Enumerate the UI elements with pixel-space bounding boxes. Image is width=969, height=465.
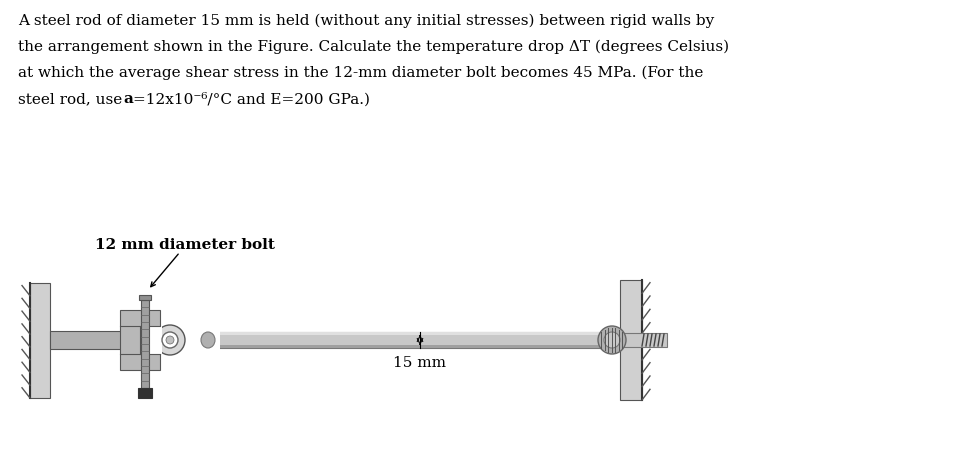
Text: 12 mm diameter bolt: 12 mm diameter bolt: [95, 238, 274, 252]
Bar: [120, 310, 160, 370]
Text: =12x10⁻⁶/°C and E=200 GPa.): =12x10⁻⁶/°C and E=200 GPa.): [133, 92, 369, 106]
Bar: [619, 280, 641, 400]
Bar: [204, 332, 614, 335]
Bar: [204, 345, 614, 348]
Ellipse shape: [202, 332, 218, 348]
Circle shape: [162, 332, 178, 348]
Bar: [30, 283, 50, 398]
Bar: [200, 330, 220, 350]
Bar: [139, 295, 151, 300]
Text: a: a: [123, 92, 133, 106]
Bar: [138, 388, 152, 398]
Text: steel rod, use: steel rod, use: [18, 92, 127, 106]
Text: 15 mm: 15 mm: [393, 356, 446, 370]
Bar: [50, 331, 135, 349]
Text: at which the average shear stress in the 12-mm diameter bolt becomes 45 MPa. (Fo: at which the average shear stress in the…: [18, 66, 703, 80]
Circle shape: [166, 336, 173, 344]
Bar: [619, 333, 667, 347]
Ellipse shape: [201, 332, 215, 348]
Bar: [140, 326, 162, 354]
Circle shape: [597, 326, 625, 354]
Text: the arrangement shown in the Figure. Calculate the temperature drop ΔT (degrees : the arrangement shown in the Figure. Cal…: [18, 40, 729, 54]
Bar: [204, 332, 614, 348]
Bar: [141, 300, 149, 388]
Circle shape: [604, 332, 619, 348]
Text: A steel rod of diameter 15 mm is held (without any initial stresses) between rig: A steel rod of diameter 15 mm is held (w…: [18, 14, 713, 28]
Circle shape: [155, 325, 185, 355]
